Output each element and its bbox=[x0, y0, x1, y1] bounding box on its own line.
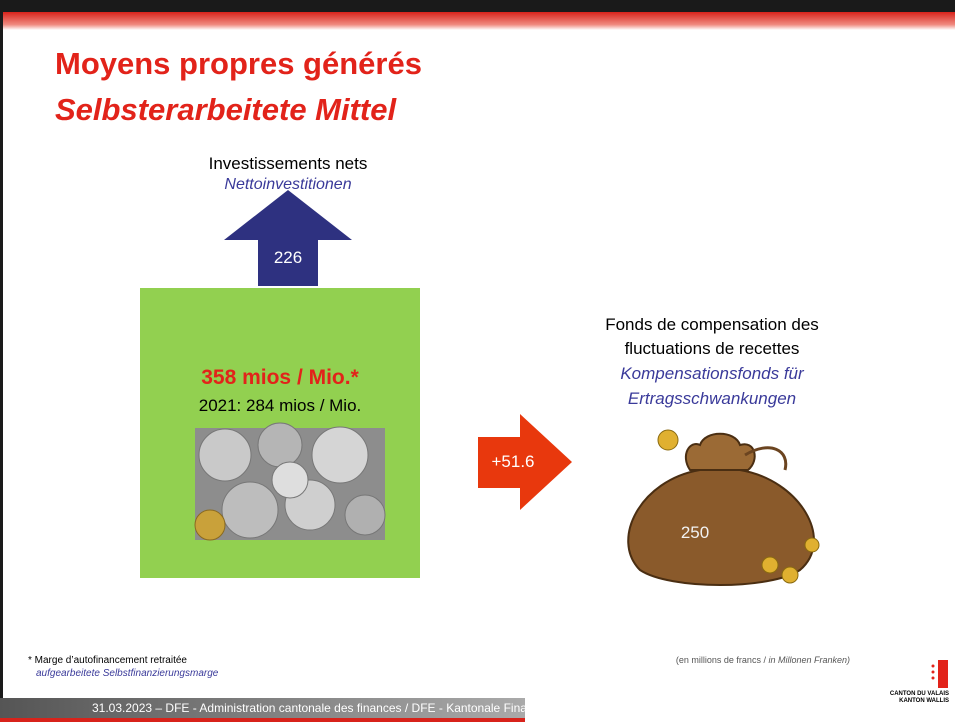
fund-de-2: Ertragsschwankungen bbox=[627, 389, 797, 408]
logo-de: KANTON WALLIS bbox=[899, 698, 949, 704]
footer-bar bbox=[0, 698, 525, 718]
footnote-fr: * Marge d’autofinancement retraitée bbox=[28, 655, 187, 666]
fund-fr-1: Fonds de compensation des bbox=[605, 315, 819, 334]
up-arrow bbox=[224, 190, 352, 286]
title-fr: Moyens propres générés bbox=[55, 46, 422, 81]
footer-text: 31.03.2023 – DFE - Administration canton… bbox=[92, 701, 598, 715]
footer-line bbox=[0, 718, 525, 722]
top-border bbox=[0, 0, 955, 12]
logo-text: CANTON DU VALAIS KANTON WALLIS bbox=[890, 691, 949, 705]
left-border bbox=[0, 0, 3, 722]
fund-fr-2: fluctuations de recettes bbox=[624, 339, 800, 358]
units-fr: (en millions de francs / bbox=[675, 655, 769, 665]
self-funding-main: 358 mios / Mio.* bbox=[201, 366, 359, 389]
footnote-de: aufgearbeitete Selbstfinanzierungsmarge bbox=[36, 668, 219, 679]
fund-de-1: Kompensationsfonds für bbox=[620, 364, 804, 383]
title-de: Selbsterarbeitete Mittel bbox=[55, 92, 397, 127]
transfer-value: +51.6 bbox=[491, 452, 535, 471]
coins-image bbox=[194, 422, 386, 541]
investments-de: Nettoinvestitionen bbox=[224, 176, 352, 193]
logo-fr: CANTON DU VALAIS bbox=[889, 691, 949, 697]
top-band bbox=[0, 12, 955, 30]
money-bag bbox=[627, 429, 820, 586]
investments-value: 226 bbox=[273, 248, 303, 267]
fund-value: 250 bbox=[680, 523, 710, 542]
logo-mark bbox=[931, 660, 948, 688]
units-de: in Millonen Franken) bbox=[768, 655, 850, 665]
units-note: (en millions de francs / in Millonen Fra… bbox=[676, 655, 850, 665]
self-funding-previous: 2021: 284 mios / Mio. bbox=[198, 396, 362, 415]
investments-fr: Investissements nets bbox=[208, 154, 368, 173]
right-arrow bbox=[478, 414, 572, 510]
